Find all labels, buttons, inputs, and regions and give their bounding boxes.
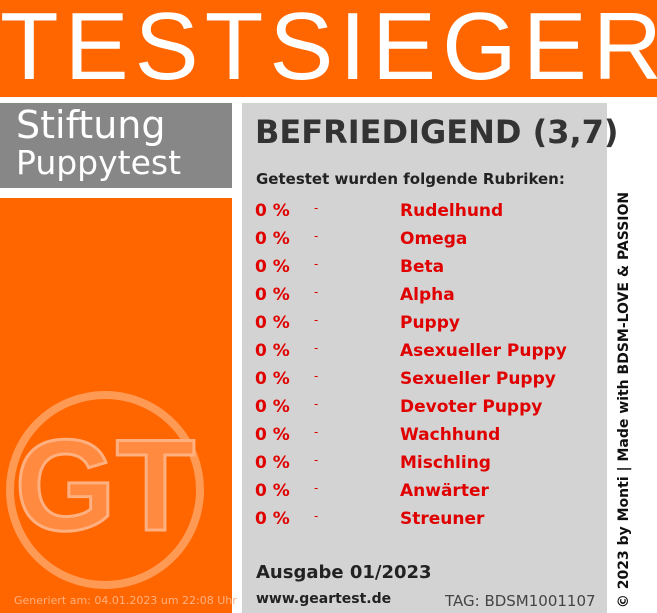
- row-category: Alpha: [400, 285, 455, 305]
- grade: BEFRIEDIGEND (3,7): [255, 113, 619, 151]
- row-percent: 0 %: [255, 425, 290, 445]
- brand-box: [0, 103, 232, 188]
- top-band: [0, 0, 657, 97]
- row-dash: -: [314, 229, 319, 243]
- row-dash: -: [314, 397, 319, 411]
- row-category: Streuner: [400, 509, 485, 529]
- generated: Generiert am: 04.01.2023 um 22:08 Uhr: [14, 594, 237, 607]
- row-percent: 0 %: [255, 453, 290, 473]
- row-dash: -: [314, 425, 319, 439]
- left-panel: [0, 198, 232, 613]
- row-category: Devoter Puppy: [400, 397, 543, 417]
- brand-line1: Stiftung: [16, 103, 166, 147]
- credit: © 2023 by Monti | Made with BDSM-LOVE & …: [616, 191, 632, 609]
- row-category: Rudelhund: [400, 201, 504, 221]
- row-category: Puppy: [400, 313, 460, 333]
- row-percent: 0 %: [255, 313, 290, 333]
- logo-ring: [6, 391, 204, 589]
- logo-text: GT: [15, 412, 196, 558]
- result-panel: [242, 103, 607, 613]
- row-category: Asexueller Puppy: [400, 341, 567, 361]
- row-dash: -: [314, 257, 319, 271]
- row-percent: 0 %: [255, 509, 290, 529]
- issue: Ausgabe 01/2023: [256, 562, 432, 583]
- row-percent: 0 %: [255, 481, 290, 501]
- logo: GT: [6, 391, 204, 589]
- site: www.geartest.de: [256, 591, 392, 607]
- row-dash: -: [314, 481, 319, 495]
- row-dash: -: [314, 369, 319, 383]
- row-percent: 0 %: [255, 201, 290, 221]
- row-dash: -: [314, 509, 319, 523]
- row-percent: 0 %: [255, 257, 290, 277]
- row-percent: 0 %: [255, 229, 290, 249]
- tag: TAG: BDSM1001107: [445, 592, 596, 610]
- row-percent: 0 %: [255, 285, 290, 305]
- row-dash: -: [314, 201, 319, 215]
- row-dash: -: [314, 285, 319, 299]
- row-category: Sexueller Puppy: [400, 369, 556, 389]
- row-category: Omega: [400, 229, 468, 249]
- title: TESTSIEGER: [0, 0, 657, 100]
- row-category: Wachhund: [400, 425, 501, 445]
- row-percent: 0 %: [255, 341, 290, 361]
- row-percent: 0 %: [255, 397, 290, 417]
- row-category: Anwärter: [400, 481, 489, 501]
- row-category: Beta: [400, 257, 445, 277]
- row-dash: -: [314, 341, 319, 355]
- row-dash: -: [314, 313, 319, 327]
- row-category: Mischling: [400, 453, 491, 473]
- row-dash: -: [314, 453, 319, 467]
- row-percent: 0 %: [255, 369, 290, 389]
- brand-line2: Puppytest: [16, 143, 182, 182]
- intro: Getestet wurden folgende Rubriken:: [256, 170, 565, 188]
